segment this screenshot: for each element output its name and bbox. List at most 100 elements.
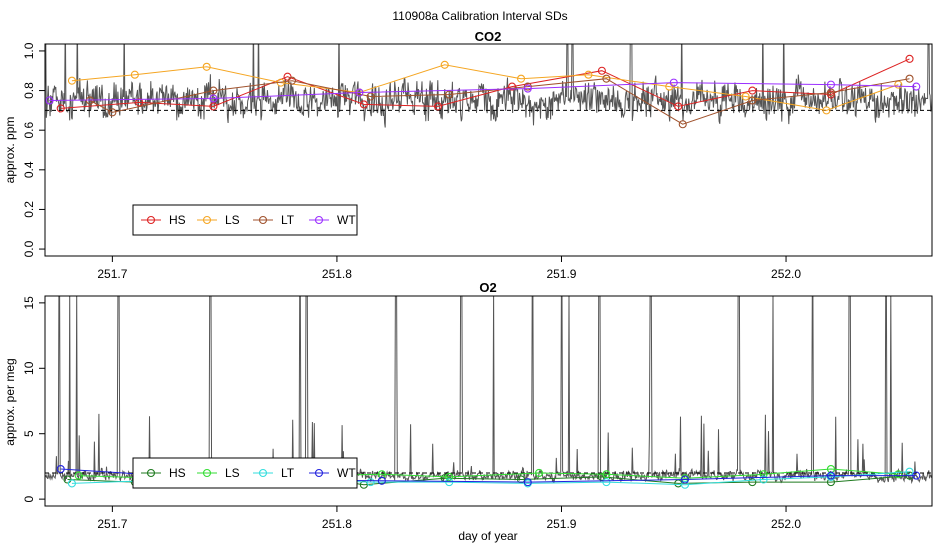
o2-series-wt-point (523, 478, 532, 487)
co2-y-tick-label: 0.2 (22, 201, 36, 218)
co2-plot-frame (44, 43, 933, 257)
co2-y-tick-label: 0.4 (22, 161, 36, 178)
co2-series-wt-point (355, 88, 364, 97)
co2-legend-label-lt: LT (281, 213, 295, 227)
co2-y-axis: 0.0 0.2 0.4 0.6 0.8 1.0 (22, 42, 45, 257)
co2-series-lt-point (209, 86, 218, 95)
co2-series-hs-point (597, 66, 606, 75)
co2-series-hs-point (209, 102, 218, 111)
co2-series-wt-point (669, 78, 678, 87)
o2-y-tick-label: 5 (22, 430, 36, 437)
page-title: 110908a Calibration Interval SDs (392, 9, 567, 23)
o2-legend-label-ls: LS (225, 466, 240, 480)
co2-series-lt-point (108, 108, 117, 117)
o2-series-lt-point (445, 478, 454, 487)
co2-series-lt-point (366, 92, 375, 101)
co2-series-ls-line (71, 64, 899, 111)
co2-series-lt-point (602, 74, 611, 83)
o2-series-wt-point (826, 471, 835, 480)
co2-series-lt-point (826, 88, 835, 97)
o2-series-lt-point (680, 480, 690, 489)
o2-legend-marker-lt (258, 468, 268, 478)
o2-series-lt-point (759, 475, 768, 484)
co2-series-ls-point (584, 70, 593, 79)
o2-series-wt-point (912, 471, 921, 480)
co2-series-hs-point (905, 54, 914, 63)
o2-y-tick-label: 10 (22, 361, 36, 375)
co2-series-lt-point (905, 74, 914, 83)
co2-series-hs-line (60, 58, 910, 109)
co2-series-layer (45, 54, 932, 129)
co2-series-lt-line (89, 78, 910, 125)
co2-series-wt-line (49, 82, 917, 101)
o2-legend: HS LS LT WT (132, 457, 358, 489)
o2-x-tick-label: 251.8 (322, 517, 352, 531)
co2-legend-marker-ls (202, 215, 212, 225)
co2-series-hs-point (433, 102, 443, 111)
o2-x-axis: 251.7 251.8 251.9 252.0 (97, 506, 801, 531)
co2-legend-marker-wt (314, 215, 324, 225)
co2-series-ls-point (67, 76, 76, 85)
co2-x-tick-label: 251.7 (97, 267, 127, 281)
o2-x-tick-label: 252.0 (771, 517, 801, 531)
o2-y-axis: 0 5 10 15 (22, 296, 45, 502)
co2-series-ls-point (202, 62, 211, 71)
o2-y-tick-label: 15 (22, 296, 36, 310)
co2-y-axis-label: approx. ppm (3, 117, 17, 184)
co2-legend: HS LS LT WT (132, 204, 358, 236)
co2-panel-title: CO2 (475, 29, 502, 44)
o2-legend-label-wt: WT (337, 466, 356, 480)
co2-series-ls-point (517, 74, 526, 83)
o2-legend-marker-ls (202, 468, 212, 478)
o2-series-lt-point (602, 478, 611, 487)
co2-x-axis: 251.7 251.8 251.9 252.0 (97, 256, 801, 281)
co2-series-ls-point (130, 70, 139, 79)
o2-panel-title: O2 (479, 280, 496, 295)
co2-panel: CO2 251.7 251.8 251.9 252.0 0.0 0.2 0.4 0.6 0.8… (3, 29, 933, 281)
o2-legend-marker-wt (314, 468, 324, 478)
o2-x-tick-label: 251.7 (97, 517, 127, 531)
co2-y-tick-label: 0.8 (22, 82, 36, 99)
co2-series-hs-point (748, 86, 757, 95)
co2-series-ls-point (440, 60, 449, 69)
co2-legend-marker-lt (258, 215, 268, 225)
co2-series-wt-point (826, 80, 835, 89)
o2-series-wt-point (680, 475, 690, 484)
co2-x-tick-label: 251.9 (546, 267, 576, 281)
co2-y-tick-label: 0.6 (22, 122, 36, 139)
o2-series-lt-point (67, 479, 76, 488)
co2-series-ls-point (822, 106, 831, 115)
co2-series-lt-point (748, 96, 757, 105)
co2-series-wt-point (45, 96, 54, 105)
co2-series-hs-point (56, 104, 65, 113)
o2-legend-label-hs: HS (169, 466, 186, 480)
co2-series-hs-point (283, 72, 292, 81)
co2-x-tick-label: 252.0 (771, 267, 801, 281)
o2-y-tick-label: 0 (22, 495, 36, 502)
o2-series-hs-point (359, 480, 368, 489)
o2-series-wt-point (377, 476, 386, 485)
co2-series-lt-point (678, 120, 687, 129)
co2-y-tick-label: 1.0 (22, 42, 36, 59)
co2-legend-label-ls: LS (225, 213, 240, 227)
co2-series-wt-point (523, 84, 532, 93)
co2-series-ls-point (741, 92, 750, 101)
o2-legend-marker-hs (146, 468, 156, 478)
co2-legend-label-wt: WT (337, 213, 356, 227)
o2-series-ls-point (602, 470, 611, 479)
o2-x-tick-label: 251.9 (546, 517, 576, 531)
co2-series-wt-point (912, 82, 921, 91)
co2-x-tick-label: 251.8 (322, 267, 352, 281)
o2-series-ls-point (894, 470, 903, 479)
o2-legend-label-lt: LT (281, 466, 295, 480)
o2-series-hs-point (748, 478, 757, 487)
o2-y-axis-label: approx. per meg (3, 358, 17, 445)
o2-series-ls-point (74, 471, 83, 480)
o2-raw-trace-line (45, 296, 932, 485)
co2-series-lt-point (287, 76, 297, 85)
co2-series-hs-point (674, 102, 683, 111)
o2-series-ls-point (534, 468, 544, 478)
o2-x-axis-label: day of year (458, 529, 517, 543)
